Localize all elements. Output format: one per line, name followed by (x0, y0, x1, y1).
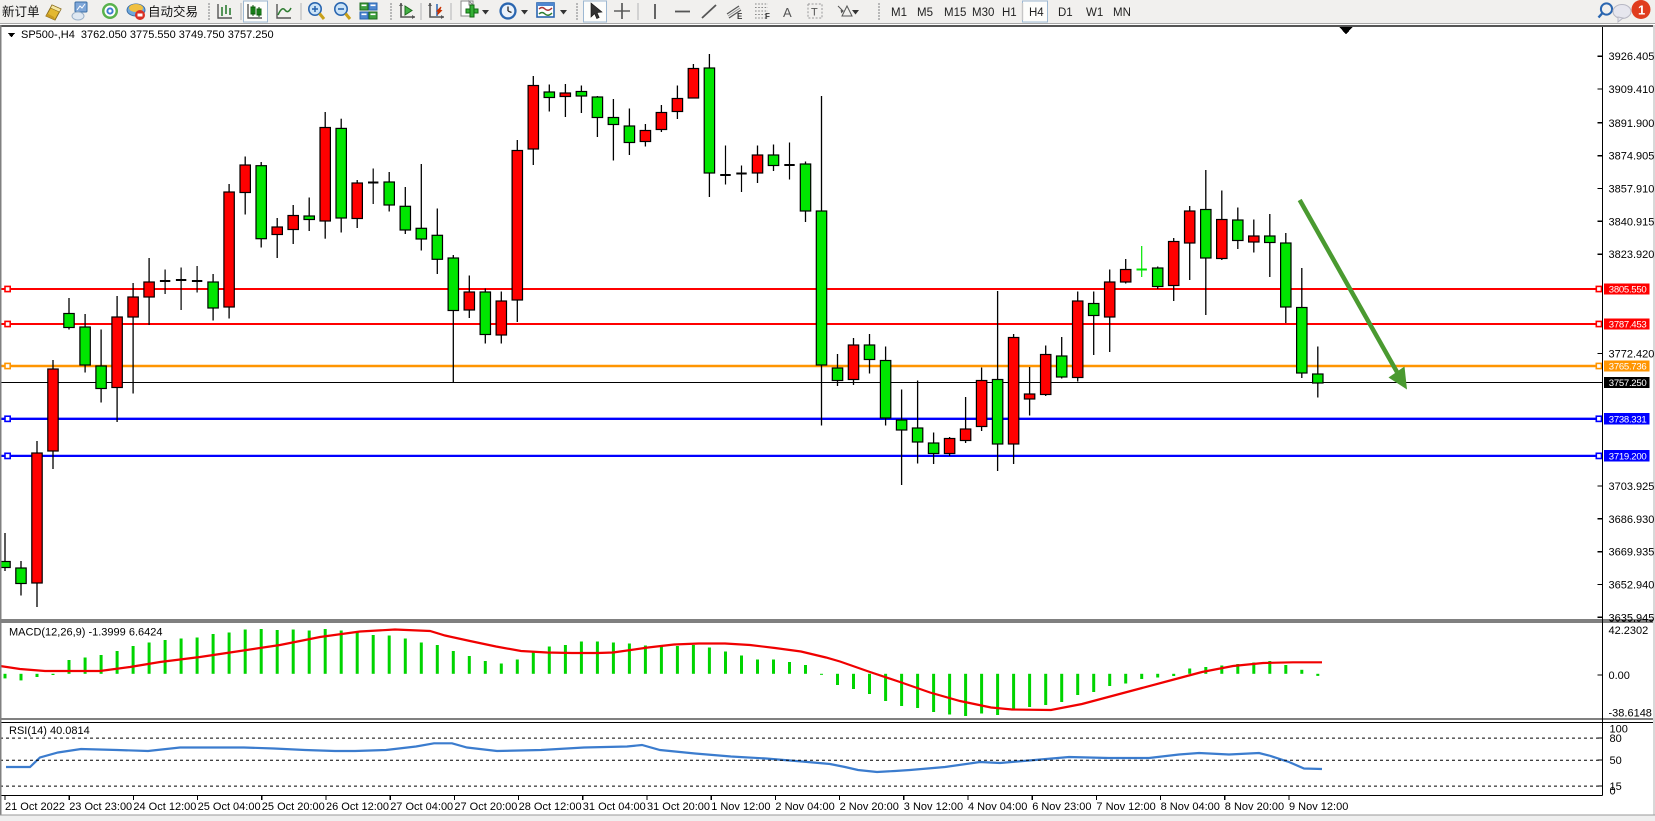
svg-text:2 Nov 20:00: 2 Nov 20:00 (840, 801, 899, 813)
svg-text:3686.930: 3686.930 (1609, 514, 1655, 526)
svg-text:0.00: 0.00 (1609, 670, 1630, 682)
svg-text:3823.920: 3823.920 (1609, 249, 1655, 261)
svg-text:8 Nov 04:00: 8 Nov 04:00 (1161, 801, 1220, 813)
svg-text:-38.6148: -38.6148 (1609, 708, 1652, 720)
svg-text:3738.331: 3738.331 (1609, 414, 1647, 425)
svg-text:3926.405: 3926.405 (1609, 51, 1655, 63)
svg-text:3840.915: 3840.915 (1609, 216, 1655, 228)
svg-text:23 Oct 23:00: 23 Oct 23:00 (69, 801, 132, 813)
svg-text:3669.935: 3669.935 (1609, 547, 1655, 559)
svg-text:80: 80 (1610, 733, 1622, 745)
svg-text:27 Oct 20:00: 27 Oct 20:00 (454, 801, 517, 813)
svg-text:3757.250: 3757.250 (1609, 378, 1647, 389)
svg-text:3703.925: 3703.925 (1609, 481, 1655, 493)
svg-text:9 Nov 12:00: 9 Nov 12:00 (1289, 801, 1348, 813)
svg-text:H4: H4 (1029, 7, 1044, 19)
svg-text:1: 1 (1638, 3, 1645, 18)
svg-text:25 Oct 20:00: 25 Oct 20:00 (262, 801, 325, 813)
svg-text:21 Oct 2022: 21 Oct 2022 (5, 801, 65, 813)
svg-text:25 Oct 04:00: 25 Oct 04:00 (198, 801, 261, 813)
svg-text:D1: D1 (1058, 7, 1073, 19)
svg-text:3635.945: 3635.945 (1609, 612, 1655, 624)
svg-text:自动交易: 自动交易 (148, 4, 198, 19)
svg-text:4 Nov 04:00: 4 Nov 04:00 (968, 801, 1027, 813)
svg-text:3909.410: 3909.410 (1609, 84, 1655, 96)
svg-text:E: E (737, 12, 743, 21)
svg-text:3 Nov 12:00: 3 Nov 12:00 (904, 801, 963, 813)
svg-text:24 Oct 12:00: 24 Oct 12:00 (133, 801, 196, 813)
svg-text:8 Nov 20:00: 8 Nov 20:00 (1225, 801, 1284, 813)
svg-text:A: A (783, 5, 792, 20)
svg-text:RSI(14) 40.0814: RSI(14) 40.0814 (9, 725, 90, 737)
svg-text:1 Nov 12:00: 1 Nov 12:00 (711, 801, 770, 813)
svg-text:F: F (765, 12, 770, 21)
svg-text:42.2302: 42.2302 (1609, 625, 1649, 637)
svg-text:28 Oct 12:00: 28 Oct 12:00 (519, 801, 582, 813)
svg-text:3857.910: 3857.910 (1609, 184, 1655, 196)
svg-text:T: T (811, 7, 818, 19)
svg-text:3772.420: 3772.420 (1609, 349, 1655, 361)
svg-text:27 Oct 04:00: 27 Oct 04:00 (390, 801, 453, 813)
svg-text:100: 100 (1610, 724, 1628, 736)
svg-text:新订单: 新订单 (2, 4, 40, 19)
svg-text:3765.736: 3765.736 (1609, 362, 1647, 373)
svg-text:W1: W1 (1086, 7, 1103, 19)
svg-text:M30: M30 (972, 7, 994, 19)
svg-text:3787.453: 3787.453 (1609, 320, 1647, 331)
svg-text:3652.940: 3652.940 (1609, 580, 1655, 592)
svg-text:3719.200: 3719.200 (1609, 452, 1647, 463)
svg-text:50: 50 (1610, 755, 1622, 767)
svg-text:2 Nov 04:00: 2 Nov 04:00 (775, 801, 834, 813)
svg-text:3805.550: 3805.550 (1609, 285, 1647, 296)
svg-text:M15: M15 (944, 7, 966, 19)
svg-text:31 Oct 20:00: 31 Oct 20:00 (647, 801, 710, 813)
svg-text:0: 0 (1610, 786, 1616, 798)
svg-text:3874.905: 3874.905 (1609, 151, 1655, 163)
svg-text:M1: M1 (891, 7, 907, 19)
svg-text:SP500-,H4 3762.050 3775.550 3: SP500-,H4 3762.050 3775.550 3749.750 375… (21, 29, 274, 41)
svg-text:31 Oct 04:00: 31 Oct 04:00 (583, 801, 646, 813)
svg-text:7 Nov 12:00: 7 Nov 12:00 (1096, 801, 1155, 813)
svg-text:M5: M5 (917, 7, 933, 19)
svg-text:MN: MN (1113, 7, 1131, 19)
svg-text:15: 15 (1610, 781, 1622, 793)
svg-text:H1: H1 (1002, 7, 1017, 19)
svg-text:MACD(12,26,9) -1.3999 6.6424: MACD(12,26,9) -1.3999 6.6424 (9, 627, 162, 639)
svg-text:26 Oct 12:00: 26 Oct 12:00 (326, 801, 389, 813)
svg-text:3891.900: 3891.900 (1609, 118, 1655, 130)
svg-text:6 Nov 23:00: 6 Nov 23:00 (1032, 801, 1091, 813)
